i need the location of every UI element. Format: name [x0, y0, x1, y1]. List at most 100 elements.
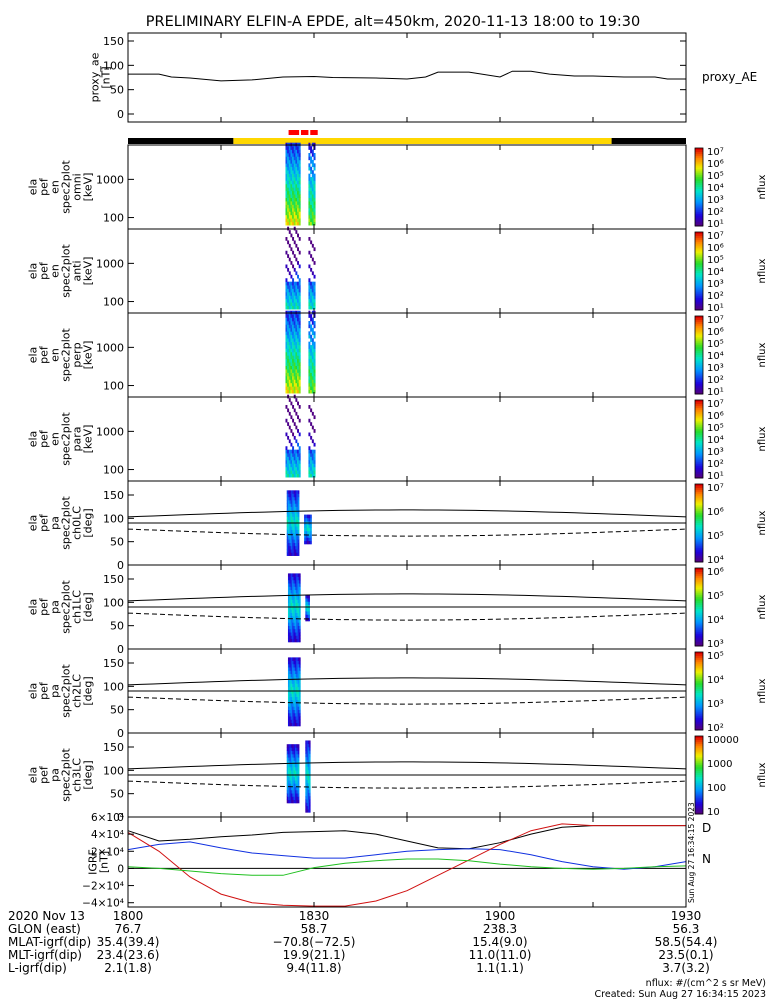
heatmap-cell: [298, 218, 301, 223]
colorbar-step: [695, 382, 703, 385]
heatmap-cell: [297, 177, 300, 181]
heatmap-cell: [288, 281, 291, 286]
heatmap-cell: [287, 456, 290, 461]
heatmap-cell: [310, 376, 313, 380]
heatmap-cell: [313, 295, 316, 300]
heatmap-cell: [286, 783, 289, 787]
heatmap-cell: [293, 218, 296, 223]
loss-cone-curve: [127, 509, 687, 518]
colorbar-step: [695, 181, 703, 184]
heatmap-cell: [308, 369, 311, 373]
colorbar-tick: 10²: [707, 207, 724, 218]
heatmap-cell: [292, 288, 295, 293]
heatmap-cell: [309, 786, 311, 790]
heatmap-cell: [298, 146, 301, 150]
heatmap-cell: [289, 767, 292, 771]
colorbar-step: [695, 692, 703, 696]
heatmap-cell: [294, 609, 297, 613]
colorbar-step: [695, 523, 703, 526]
heatmap-cell: [298, 285, 301, 289]
colorbar-tick: 10⁶: [707, 567, 724, 578]
heatmap-cell: [311, 376, 314, 380]
heatmap-cell: [296, 573, 298, 577]
colorbar-step: [695, 620, 703, 624]
heatmap-cell: [297, 589, 300, 594]
heatmap-cell: [294, 767, 297, 771]
heatmap-cell: [285, 197, 288, 202]
heatmap-cell: [297, 776, 300, 781]
heatmap-cell: [297, 549, 300, 553]
heatmap-cell: [292, 593, 294, 597]
heatmap-cell: [292, 355, 295, 360]
footer-value: 1800: [113, 909, 144, 923]
heatmap-cell: [298, 609, 301, 613]
heatmap-cell: [290, 261, 293, 265]
heatmap-cell: [297, 214, 300, 219]
heatmap-cell: [285, 432, 288, 437]
heatmap-cell: [297, 667, 300, 671]
heatmap-cell: [304, 514, 306, 519]
heatmap-cell: [308, 285, 311, 289]
heatmap-cell: [308, 418, 311, 423]
colorbar-step: [695, 153, 703, 157]
heatmap-cell: [313, 345, 316, 349]
heatmap-cell: [290, 599, 293, 604]
ytick-label: −2×10⁴: [82, 881, 124, 893]
heatmap-cell: [297, 793, 300, 797]
heatmap-cell: [297, 586, 300, 591]
heatmap-cell: [294, 693, 297, 697]
heatmap-cell: [287, 379, 290, 384]
heatmap-cell: [310, 355, 313, 360]
heatmap-cell: [296, 696, 298, 701]
heatmap-cell: [287, 466, 290, 471]
heatmap-cell: [294, 612, 297, 617]
heatmap-cell: [292, 750, 294, 755]
heatmap-cell: [285, 264, 288, 269]
colorbar-step: [695, 247, 703, 251]
heatmap-cell: [285, 295, 288, 300]
colorbar-step: [695, 239, 703, 243]
heatmap-cell: [292, 183, 295, 188]
heatmap-cell: [287, 187, 290, 192]
heatmap-cell: [310, 292, 313, 296]
heatmap-cell: [287, 221, 290, 226]
heatmap-cell: [287, 589, 290, 594]
heatmap-cell: [305, 607, 308, 612]
heatmap-cell: [289, 696, 292, 701]
heatmap-cell: [289, 526, 292, 530]
footer-value: 1900: [485, 909, 516, 923]
heatmap-cell: [290, 786, 293, 791]
heatmap-cell: [285, 382, 288, 387]
heatmap-cell: [293, 170, 296, 174]
heatmap-cell: [298, 163, 301, 168]
heatmap-cell: [286, 496, 289, 501]
heatmap-cell: [288, 298, 291, 303]
heatmap-cell: [290, 693, 293, 697]
footer-value: 76.7: [115, 922, 142, 936]
heatmap-cell: [296, 663, 298, 668]
heatmap-cell: [292, 657, 294, 661]
heatmap-cell: [297, 415, 300, 420]
heatmap-cell: [287, 386, 290, 391]
heatmap-cell: [285, 187, 288, 192]
colorbar-step: [695, 208, 703, 211]
heatmap-cell: [286, 529, 289, 534]
heatmap-cell: [311, 351, 314, 356]
ytick-label: 100: [103, 296, 124, 309]
ytick-label: 150: [103, 741, 124, 754]
colorbar-step: [695, 265, 703, 268]
colorbar-step: [695, 667, 703, 671]
colorbar-step: [695, 782, 703, 786]
colorbar-step: [695, 196, 703, 200]
colorbar-step: [695, 179, 703, 182]
ylabel-pa_ch0: elapefpaspec2plotch0LC[deg]: [27, 496, 95, 550]
heatmap-cell: [292, 324, 295, 329]
colorbar-step: [695, 679, 703, 682]
heatmap-cell: [311, 173, 314, 178]
heatmap-cell: [289, 670, 292, 675]
heatmap-cell: [287, 285, 290, 289]
heatmap-cell: [294, 552, 297, 556]
footer-value: 3.7(3.2): [662, 961, 710, 975]
heatmap-cell: [292, 552, 294, 556]
heatmap-cell: [285, 204, 288, 209]
